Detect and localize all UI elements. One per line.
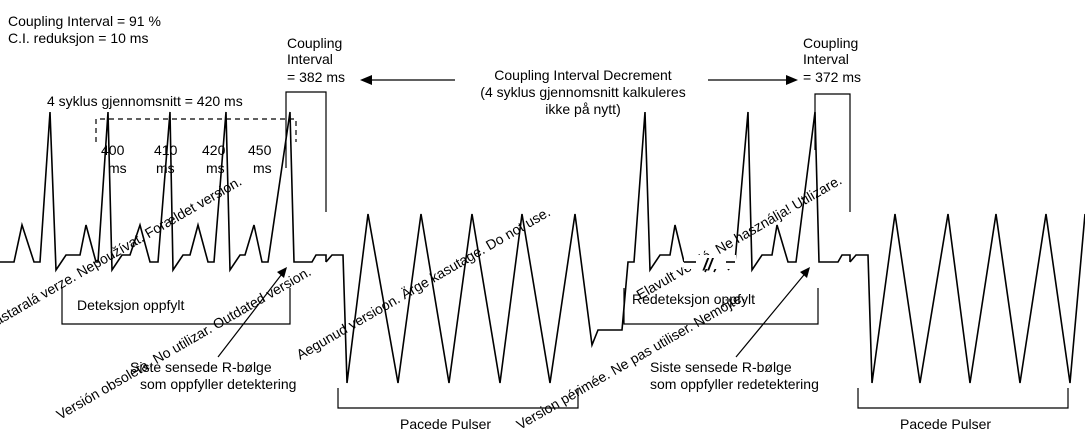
arrowhead-leader-right bbox=[800, 267, 810, 278]
interval-value-1: 400 bbox=[101, 142, 125, 158]
paced-pulse-trace-left bbox=[325, 213, 610, 384]
interval-value-3: 420 bbox=[202, 142, 226, 158]
paced-pulses-label-right: Pacede Pulser bbox=[900, 416, 991, 432]
last-sensed-left-line-2: som oppfyller detektering bbox=[140, 376, 296, 392]
paced-pulses-bracket-left bbox=[337, 388, 579, 409]
coupling-right-line-2: Interval bbox=[803, 51, 849, 67]
interval-value-4: 450 bbox=[248, 142, 272, 158]
interval-unit-4: ms bbox=[253, 160, 272, 176]
paced-pulses-bracket-right bbox=[857, 388, 1069, 409]
coupling-left-line-2: Interval bbox=[287, 51, 333, 67]
leader-line-right bbox=[735, 269, 809, 358]
coupling-left-line-3: = 382 ms bbox=[287, 69, 345, 85]
last-sensed-right-line-2: som oppfyller redetektering bbox=[650, 376, 819, 392]
last-sensed-right-line-1: Siste sensede R-bølge bbox=[650, 359, 792, 375]
decrement-note-line-2: (4 syklus gjennomsnitt kalkuleres bbox=[480, 84, 685, 100]
redetection-trace-a bbox=[610, 111, 685, 331]
average-window-bracket bbox=[95, 118, 297, 142]
coupling-left-line-1: Coupling bbox=[287, 35, 342, 51]
break-gap bbox=[684, 255, 736, 269]
interval-unit-3: ms bbox=[206, 160, 225, 176]
interval-value-2: 410 bbox=[154, 142, 178, 158]
decrement-note-line-1: Coupling Interval Decrement bbox=[494, 67, 672, 83]
interval-unit-1: ms bbox=[108, 160, 127, 176]
arrowhead-left bbox=[360, 75, 372, 85]
coupling-interval-bracket-left bbox=[285, 91, 327, 212]
interval-unit-2: ms bbox=[156, 160, 175, 176]
decrement-note-line-3: ikke på nytt) bbox=[545, 101, 620, 117]
arrowhead-leader-left bbox=[277, 267, 287, 278]
sensed-rhythm-trace bbox=[0, 111, 327, 273]
paced-pulses-label-left: Pacede Pulser bbox=[400, 416, 491, 432]
paced-pulse-trace-right bbox=[849, 213, 1085, 384]
header-line-1: Coupling Interval = 91 % bbox=[8, 13, 161, 29]
arrowhead-right bbox=[786, 75, 798, 85]
header-line-2: C.I. reduksjon = 10 ms bbox=[8, 30, 148, 46]
coupling-right-line-3: = 372 ms bbox=[803, 69, 861, 85]
average-label: 4 syklus gjennomsnitt = 420 ms bbox=[47, 93, 243, 109]
coupling-interval-bracket-right bbox=[814, 93, 851, 212]
redetection-trace-b bbox=[734, 111, 851, 273]
detection-bracket bbox=[61, 288, 291, 325]
coupling-right-line-1: Coupling bbox=[803, 35, 858, 51]
svg-text:Elavult verzió. Ne használja!: Elavult verzió. Ne használja! Utilizare. bbox=[634, 172, 845, 303]
break-symbol: // bbox=[702, 255, 715, 274]
svg-text:Versión obsoleta. No utilizar.: Versión obsoleta. No utilizar. Outdated … bbox=[54, 263, 314, 422]
redetection-bracket bbox=[623, 288, 819, 325]
redetection-label: Redeteksjon oppfylt bbox=[632, 291, 755, 307]
leader-line-left bbox=[217, 269, 286, 358]
detection-label: Deteksjon oppfylt bbox=[77, 297, 185, 313]
last-sensed-left-line-1: Siste sensede R-bølge bbox=[130, 359, 272, 375]
